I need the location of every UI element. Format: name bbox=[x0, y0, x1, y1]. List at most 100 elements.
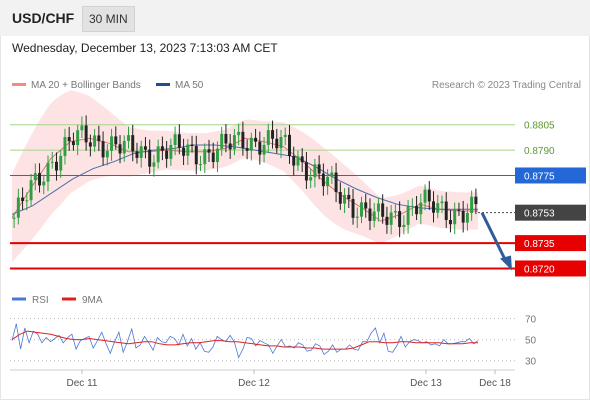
x-tick-label: Dec 13 bbox=[410, 378, 442, 389]
copyright-text: Research © 2023 Trading Central bbox=[431, 80, 581, 91]
candle-body bbox=[402, 224, 406, 228]
candle-body bbox=[220, 133, 224, 149]
candle-body bbox=[406, 206, 410, 225]
candle-body bbox=[21, 197, 25, 202]
candle-body bbox=[241, 131, 245, 149]
candle-body bbox=[262, 144, 266, 155]
candle-body bbox=[122, 140, 126, 154]
level-label-0.8775: 0.8775 bbox=[524, 171, 555, 182]
bollinger-band-layer bbox=[12, 90, 478, 262]
candle-body bbox=[67, 137, 71, 142]
candle-body bbox=[381, 203, 385, 217]
candle-body bbox=[71, 141, 75, 146]
candle-body bbox=[419, 202, 423, 215]
ma20-swatch bbox=[12, 82, 26, 86]
candle-body bbox=[54, 161, 58, 171]
legend-ma20-label: MA 20 + Bollinger Bands bbox=[31, 80, 141, 91]
interval-button[interactable]: 30 MIN bbox=[82, 6, 135, 32]
level-label-0.8735: 0.8735 bbox=[524, 239, 555, 250]
candle-body bbox=[152, 162, 156, 167]
candle-body bbox=[389, 212, 393, 225]
candle-body bbox=[254, 137, 258, 142]
level-label-box-0.8720 bbox=[515, 260, 586, 277]
legend-ma50-label: MA 50 bbox=[175, 80, 204, 91]
candle-body bbox=[207, 149, 211, 153]
candle-body bbox=[211, 152, 215, 163]
rsi-panel: RSI 9MA 30 50 70 bbox=[10, 295, 537, 368]
candle-body bbox=[360, 202, 363, 217]
candle-body bbox=[177, 134, 181, 148]
candle-body bbox=[101, 141, 105, 158]
candle-body bbox=[351, 199, 355, 218]
candle-body bbox=[59, 155, 63, 171]
candle-body bbox=[376, 203, 380, 212]
rsi-legend-label: RSI bbox=[32, 295, 49, 306]
rsi-tick-50: 50 bbox=[525, 336, 537, 347]
candle-body bbox=[232, 135, 236, 150]
ma50-swatch bbox=[156, 82, 170, 86]
candle-body bbox=[224, 133, 228, 144]
forecast-arrow-layer bbox=[480, 212, 512, 271]
candle-body bbox=[16, 197, 20, 218]
candle-body bbox=[80, 125, 84, 131]
candle-body bbox=[173, 134, 177, 146]
candle-body bbox=[148, 149, 152, 167]
candle-body bbox=[465, 213, 469, 223]
candle-body bbox=[25, 200, 29, 202]
candle-body bbox=[249, 137, 253, 151]
candle-body bbox=[423, 189, 427, 203]
chart-datetime: Wednesday, December 13, 2023 7:13:03 AM … bbox=[12, 41, 278, 55]
candle-body bbox=[440, 201, 444, 204]
candle-body bbox=[266, 130, 270, 145]
level-labels-layer: 0.8805 0.8790 0.8775 0.8753 0.8735 0.8720 bbox=[515, 121, 586, 277]
candle-body bbox=[313, 164, 317, 178]
candle-body bbox=[97, 135, 101, 142]
level-label-0.8790: 0.8790 bbox=[524, 146, 555, 157]
chart-header: USD/CHF 30 MIN bbox=[0, 0, 590, 36]
ma50-line bbox=[11, 144, 478, 215]
candle-body bbox=[50, 161, 54, 163]
candle-body bbox=[169, 145, 173, 159]
candle-body bbox=[296, 156, 300, 166]
candles-layer bbox=[12, 115, 478, 238]
candle-body bbox=[165, 150, 169, 159]
level-label-box-0.8753 bbox=[515, 204, 586, 221]
candle-body bbox=[444, 201, 448, 221]
candle-body bbox=[474, 196, 478, 205]
candle-body bbox=[372, 211, 376, 221]
candle-body bbox=[330, 172, 334, 177]
rsi-ma-line bbox=[11, 330, 478, 350]
candle-body bbox=[364, 202, 368, 209]
level-label-box-0.8735 bbox=[515, 235, 586, 252]
candle-body bbox=[309, 177, 313, 181]
candle-body bbox=[279, 136, 283, 149]
candle-body bbox=[283, 134, 287, 137]
candle-body bbox=[436, 203, 440, 213]
level-label-0.8805: 0.8805 bbox=[524, 121, 555, 132]
candle-body bbox=[300, 156, 304, 163]
candle-body bbox=[245, 148, 249, 151]
candle-body bbox=[457, 209, 461, 211]
candle-body bbox=[12, 217, 16, 219]
candle-body bbox=[385, 216, 389, 225]
x-tick-label: Dec 12 bbox=[238, 378, 270, 389]
candle-body bbox=[410, 206, 414, 208]
candle-body bbox=[334, 172, 338, 193]
candle-body bbox=[304, 162, 308, 181]
candle-body bbox=[470, 196, 474, 214]
candle-body bbox=[63, 137, 67, 156]
level-label-0.8720: 0.8720 bbox=[524, 264, 555, 275]
legend-ma50: MA 50 bbox=[156, 80, 203, 91]
candle-body bbox=[186, 144, 190, 156]
x-axis: Dec 11 Dec 12 Dec 13 Dec 18 bbox=[10, 369, 515, 389]
candle-body bbox=[143, 146, 147, 150]
rsi-ma-legend-label: 9MA bbox=[82, 295, 103, 306]
candle-body bbox=[139, 146, 143, 158]
candle-body bbox=[88, 142, 92, 147]
candle-body bbox=[258, 141, 262, 155]
candle-body bbox=[338, 192, 342, 204]
candle-body bbox=[448, 220, 452, 225]
rsi-line bbox=[11, 323, 479, 359]
candle-body bbox=[84, 125, 88, 143]
forecast-arrow-line bbox=[480, 212, 508, 263]
